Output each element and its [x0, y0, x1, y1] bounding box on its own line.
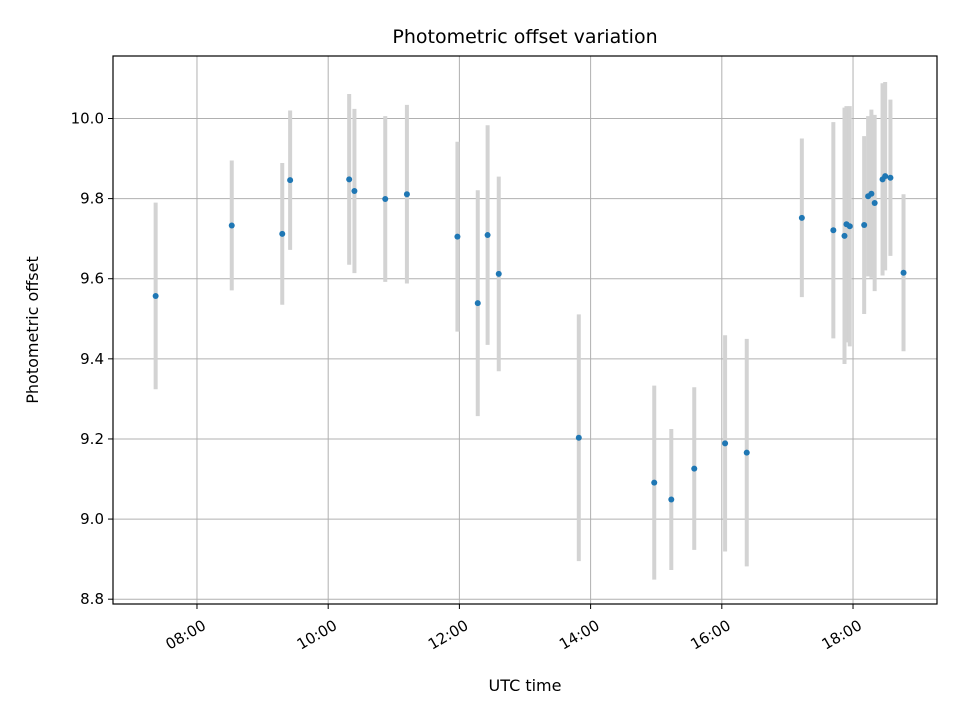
data-point	[882, 173, 889, 180]
y-tick-label: 9.2	[80, 430, 104, 448]
data-point	[474, 300, 481, 307]
y-tick-label: 9.8	[80, 190, 104, 208]
data-point	[287, 177, 294, 184]
x-tick-label: 12:00	[425, 616, 471, 653]
data-point	[454, 233, 461, 240]
data-point	[798, 214, 805, 221]
data-point	[743, 449, 750, 456]
grid	[113, 56, 937, 604]
x-axis-ticks: 08:00 10:00 12:00 14:00 16:00 18:00	[163, 604, 865, 653]
data-point	[691, 465, 698, 472]
data-point	[228, 222, 235, 229]
data-point	[846, 223, 853, 230]
data-point	[152, 292, 159, 299]
data-point	[651, 479, 658, 486]
x-tick-label: 16:00	[687, 616, 733, 653]
y-tick-label: 10.0	[71, 109, 104, 127]
data-point	[575, 434, 582, 441]
data-point	[830, 227, 837, 234]
data-point	[887, 174, 894, 181]
data-point	[900, 269, 907, 276]
x-tick-label: 18:00	[819, 616, 865, 653]
data-point	[403, 191, 410, 198]
data-points	[152, 173, 907, 503]
x-tick-label: 10:00	[294, 616, 340, 653]
data-point	[279, 230, 286, 237]
error-bars	[153, 82, 906, 580]
data-point	[484, 232, 491, 239]
y-tick-label: 9.4	[80, 350, 104, 368]
data-point	[382, 196, 389, 203]
chart-title: Photometric offset variation	[392, 26, 657, 48]
y-axis-ticks: 8.8 9.0 9.2 9.4 9.6 9.8 10.0	[71, 109, 113, 608]
data-point	[722, 440, 729, 447]
y-tick-label: 9.0	[80, 510, 104, 528]
data-point	[868, 190, 875, 197]
x-tick-label: 14:00	[556, 616, 602, 653]
data-point	[871, 200, 878, 207]
data-point	[351, 187, 358, 194]
x-tick-label: 08:00	[163, 616, 209, 653]
data-point	[841, 232, 848, 239]
data-point	[495, 270, 502, 277]
data-point	[861, 222, 868, 229]
x-axis-title: UTC time	[489, 676, 562, 695]
y-tick-label: 9.6	[80, 270, 104, 288]
data-point	[668, 496, 675, 503]
data-point	[346, 176, 353, 183]
plot-frame	[112, 55, 938, 605]
y-axis-title: Photometric offset	[23, 256, 42, 404]
y-tick-label: 8.8	[80, 590, 104, 608]
